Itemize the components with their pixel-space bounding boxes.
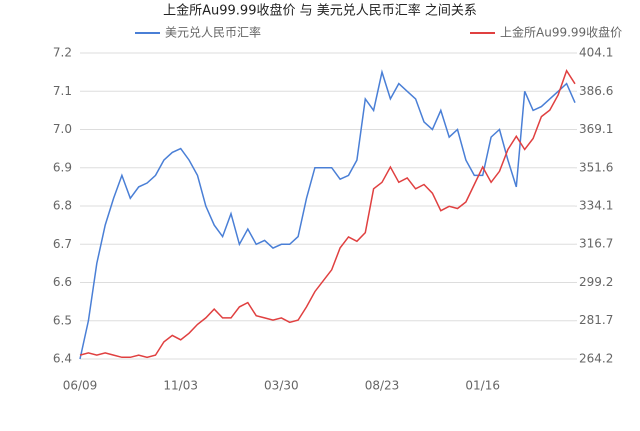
y2-tick-label: 264.2 xyxy=(579,352,613,366)
line-series xyxy=(79,68,576,359)
x-tick-label: 11/03 xyxy=(163,379,198,393)
chart-title: 上金所Au99.99收盘价 与 美元兑人民币汇率 之间关系 xyxy=(163,3,477,19)
y-tick-label: 7.0 xyxy=(53,122,72,136)
x-tick-label: 03/30 xyxy=(264,379,299,393)
x-tick-label: 01/16 xyxy=(465,379,500,393)
y-tick-label: 6.9 xyxy=(53,160,72,174)
y2-tick-label: 281.7 xyxy=(579,313,613,327)
y2-tick-label: 316.7 xyxy=(579,237,613,251)
y-tick-label: 6.5 xyxy=(53,313,72,327)
y2-tick-label: 404.1 xyxy=(579,46,613,60)
y-tick-label: 6.8 xyxy=(53,199,72,213)
y-tick-label: 6.7 xyxy=(53,237,72,251)
line-series xyxy=(79,69,576,360)
y-tick-label: 6.4 xyxy=(53,352,72,366)
y2-tick-label: 386.6 xyxy=(579,84,613,98)
y-tick-label: 7.2 xyxy=(53,46,72,60)
x-tick-label: 06/09 xyxy=(63,379,98,393)
legend-label: 上金所Au99.99收盘价 xyxy=(500,25,622,40)
legend-label: 美元兑人民币汇率 xyxy=(165,25,261,40)
y2-tick-label: 369.1 xyxy=(579,122,613,136)
y-tick-label: 7.1 xyxy=(53,84,72,98)
y2-tick-label: 334.1 xyxy=(579,199,613,213)
y2-tick-label: 299.2 xyxy=(579,275,613,289)
y2-tick-label: 351.6 xyxy=(579,160,613,174)
x-tick-label: 08/23 xyxy=(365,379,400,393)
y-tick-label: 6.6 xyxy=(53,275,72,289)
